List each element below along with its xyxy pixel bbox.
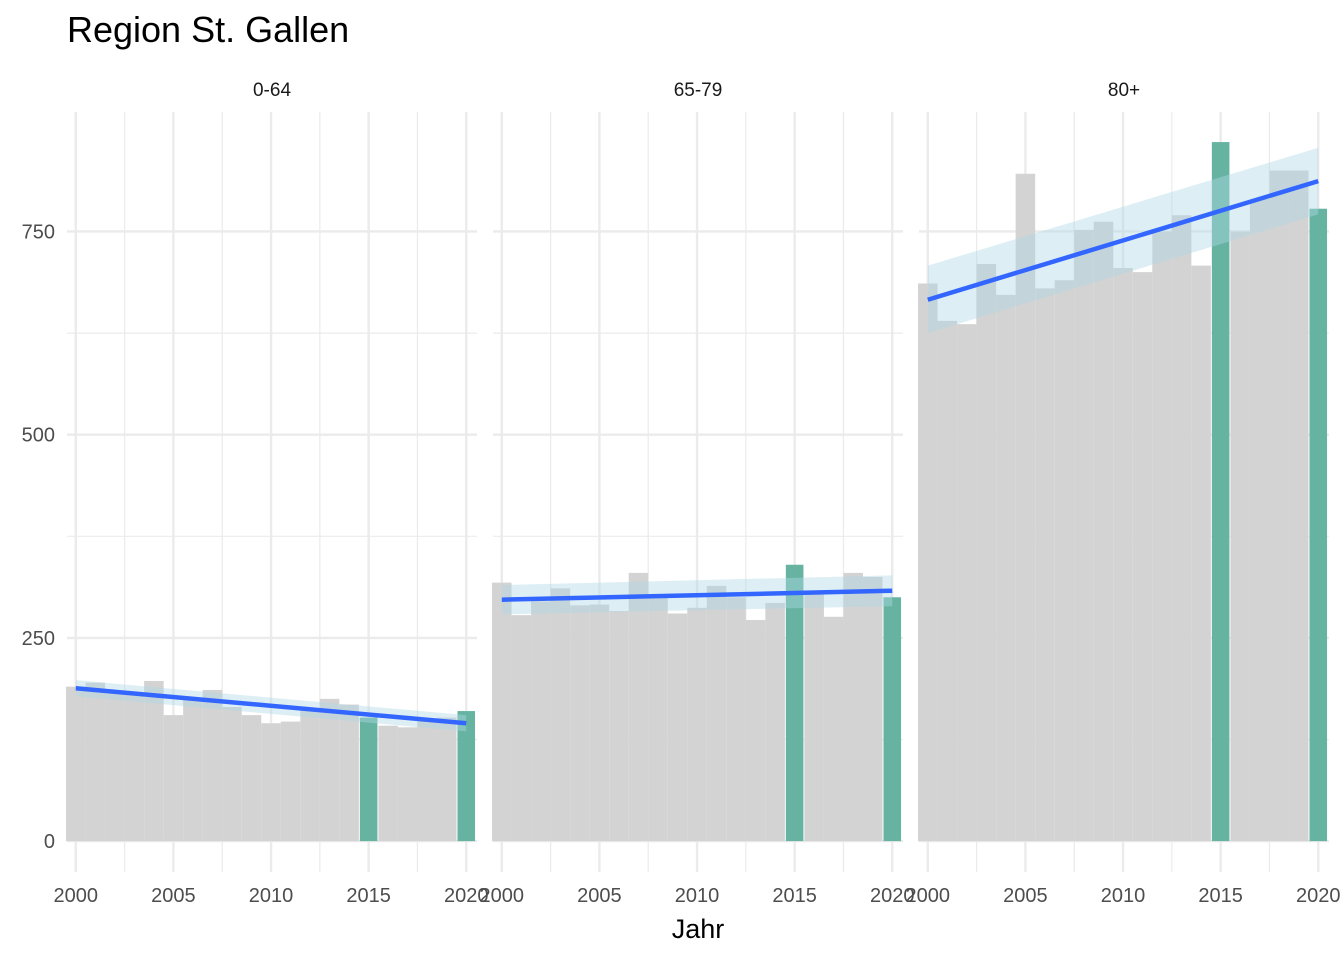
bar-2000 — [66, 686, 86, 842]
bar-2012 — [1152, 231, 1172, 842]
bar-2004 — [996, 294, 1016, 842]
bar-2001 — [511, 615, 532, 842]
bar-2003 — [976, 264, 997, 842]
bar-2013 — [1171, 215, 1192, 842]
facet-panel-65-79: 65-79 2000 2005 2010 2015 2020 — [480, 80, 915, 907]
bar-2014 — [765, 602, 785, 842]
bar-2014 — [339, 704, 359, 842]
bar-2011 — [280, 721, 301, 842]
x-tick-label: 2015 — [346, 885, 391, 907]
highlight-bar-2020 — [457, 711, 476, 842]
x-tick-label: 2010 — [1101, 885, 1146, 907]
highlight-bar-2020 — [1309, 208, 1328, 842]
facet-panels: 0-64 2000 2005 2010 2015 2020 65-79 2000 2005 201… — [54, 80, 1341, 907]
highlight-bar-2020 — [883, 597, 902, 842]
x-tick-label: 2015 — [772, 885, 817, 907]
facet-panel-80+: 80+ 2000 2005 2010 2015 2020 — [906, 80, 1341, 907]
bar-2002 — [531, 601, 551, 842]
bar-2008 — [222, 706, 242, 842]
bar-2002 — [105, 690, 125, 842]
x-tick-label: 2010 — [249, 885, 294, 907]
x-tick-label: 2020 — [444, 885, 489, 907]
bar-2001 — [937, 320, 958, 842]
bar-2016 — [1230, 231, 1250, 842]
y-tick-label: 750 — [22, 221, 55, 243]
x-tick-label: 2005 — [577, 885, 622, 907]
bar-2005 — [1015, 173, 1036, 842]
x-tick-label: 2005 — [1003, 885, 1048, 907]
bar-2013 — [745, 620, 766, 842]
bar-2005 — [589, 604, 610, 842]
bar-2017 — [1249, 198, 1270, 842]
trend-line — [75, 686, 467, 726]
bar-2019 — [862, 576, 883, 842]
bar-2012 — [300, 709, 320, 842]
bar-2003 — [550, 588, 571, 842]
bar-2016 — [804, 593, 824, 842]
facet-panel-0-64: 0-64 2000 2005 2010 2015 2020 — [54, 80, 489, 907]
highlight-bar-2015 — [359, 717, 378, 842]
x-tick-label: 2020 — [1296, 885, 1341, 907]
bar-2009 — [1093, 221, 1114, 842]
bar-2018 — [417, 720, 437, 842]
bar-2016 — [378, 725, 398, 842]
bar-2009 — [667, 613, 688, 842]
bar-2017 — [397, 727, 418, 842]
bar-2010 — [261, 723, 281, 842]
bar-2013 — [319, 698, 340, 842]
bar-2006 — [1035, 288, 1055, 842]
x-tick-label: 2005 — [151, 885, 196, 907]
bar-2011 — [1132, 272, 1153, 842]
x-tick-label: 2010 — [675, 885, 720, 907]
chart-title: Region St. Gallen — [67, 9, 349, 50]
x-axis-label: Jahr — [672, 914, 725, 944]
x-tick-label: 2020 — [870, 885, 915, 907]
bar-2004 — [144, 680, 164, 842]
bar-2007 — [1054, 280, 1075, 842]
y-tick-label: 0 — [44, 831, 55, 853]
bar-2019 — [1288, 170, 1309, 842]
y-tick-label: 500 — [22, 425, 55, 447]
bar-2006 — [183, 698, 203, 842]
bar-2008 — [1074, 229, 1094, 842]
bar-2007 — [628, 572, 649, 842]
y-tick-label: 250 — [22, 628, 55, 650]
bar-2012 — [726, 597, 746, 842]
bar-2001 — [85, 682, 106, 842]
facet-strip-label: 65-79 — [674, 80, 723, 101]
bar-2018 — [1269, 170, 1289, 842]
bar-2000 — [918, 283, 938, 842]
facet-strip-label: 80+ — [1108, 80, 1140, 101]
x-tick-label: 2000 — [906, 885, 951, 907]
bar-2006 — [609, 611, 629, 842]
bar-2008 — [648, 595, 668, 842]
bar-2009 — [241, 715, 262, 842]
bar-2007 — [202, 689, 223, 842]
bar-2019 — [436, 717, 457, 842]
bar-2000 — [492, 582, 512, 842]
bar-2004 — [570, 605, 590, 842]
x-tick-label: 2000 — [54, 885, 99, 907]
bar-2017 — [823, 616, 844, 842]
highlight-bar-2015 — [785, 564, 804, 842]
bar-2011 — [706, 585, 727, 842]
bar-2018 — [843, 572, 863, 842]
highlight-bar-2015 — [1211, 142, 1230, 842]
bar-2010 — [1113, 268, 1133, 842]
facet-strip-label: 0-64 — [253, 80, 291, 101]
trend-line — [927, 178, 1319, 302]
y-axis: 0 250 500 750 — [22, 221, 55, 853]
bar-2003 — [124, 693, 145, 842]
trend-line — [501, 588, 893, 602]
x-tick-label: 2015 — [1198, 885, 1243, 907]
bar-2014 — [1191, 265, 1211, 842]
bar-2002 — [957, 324, 977, 842]
bar-2005 — [163, 715, 184, 842]
bar-2010 — [687, 607, 707, 842]
x-tick-label: 2000 — [480, 885, 525, 907]
